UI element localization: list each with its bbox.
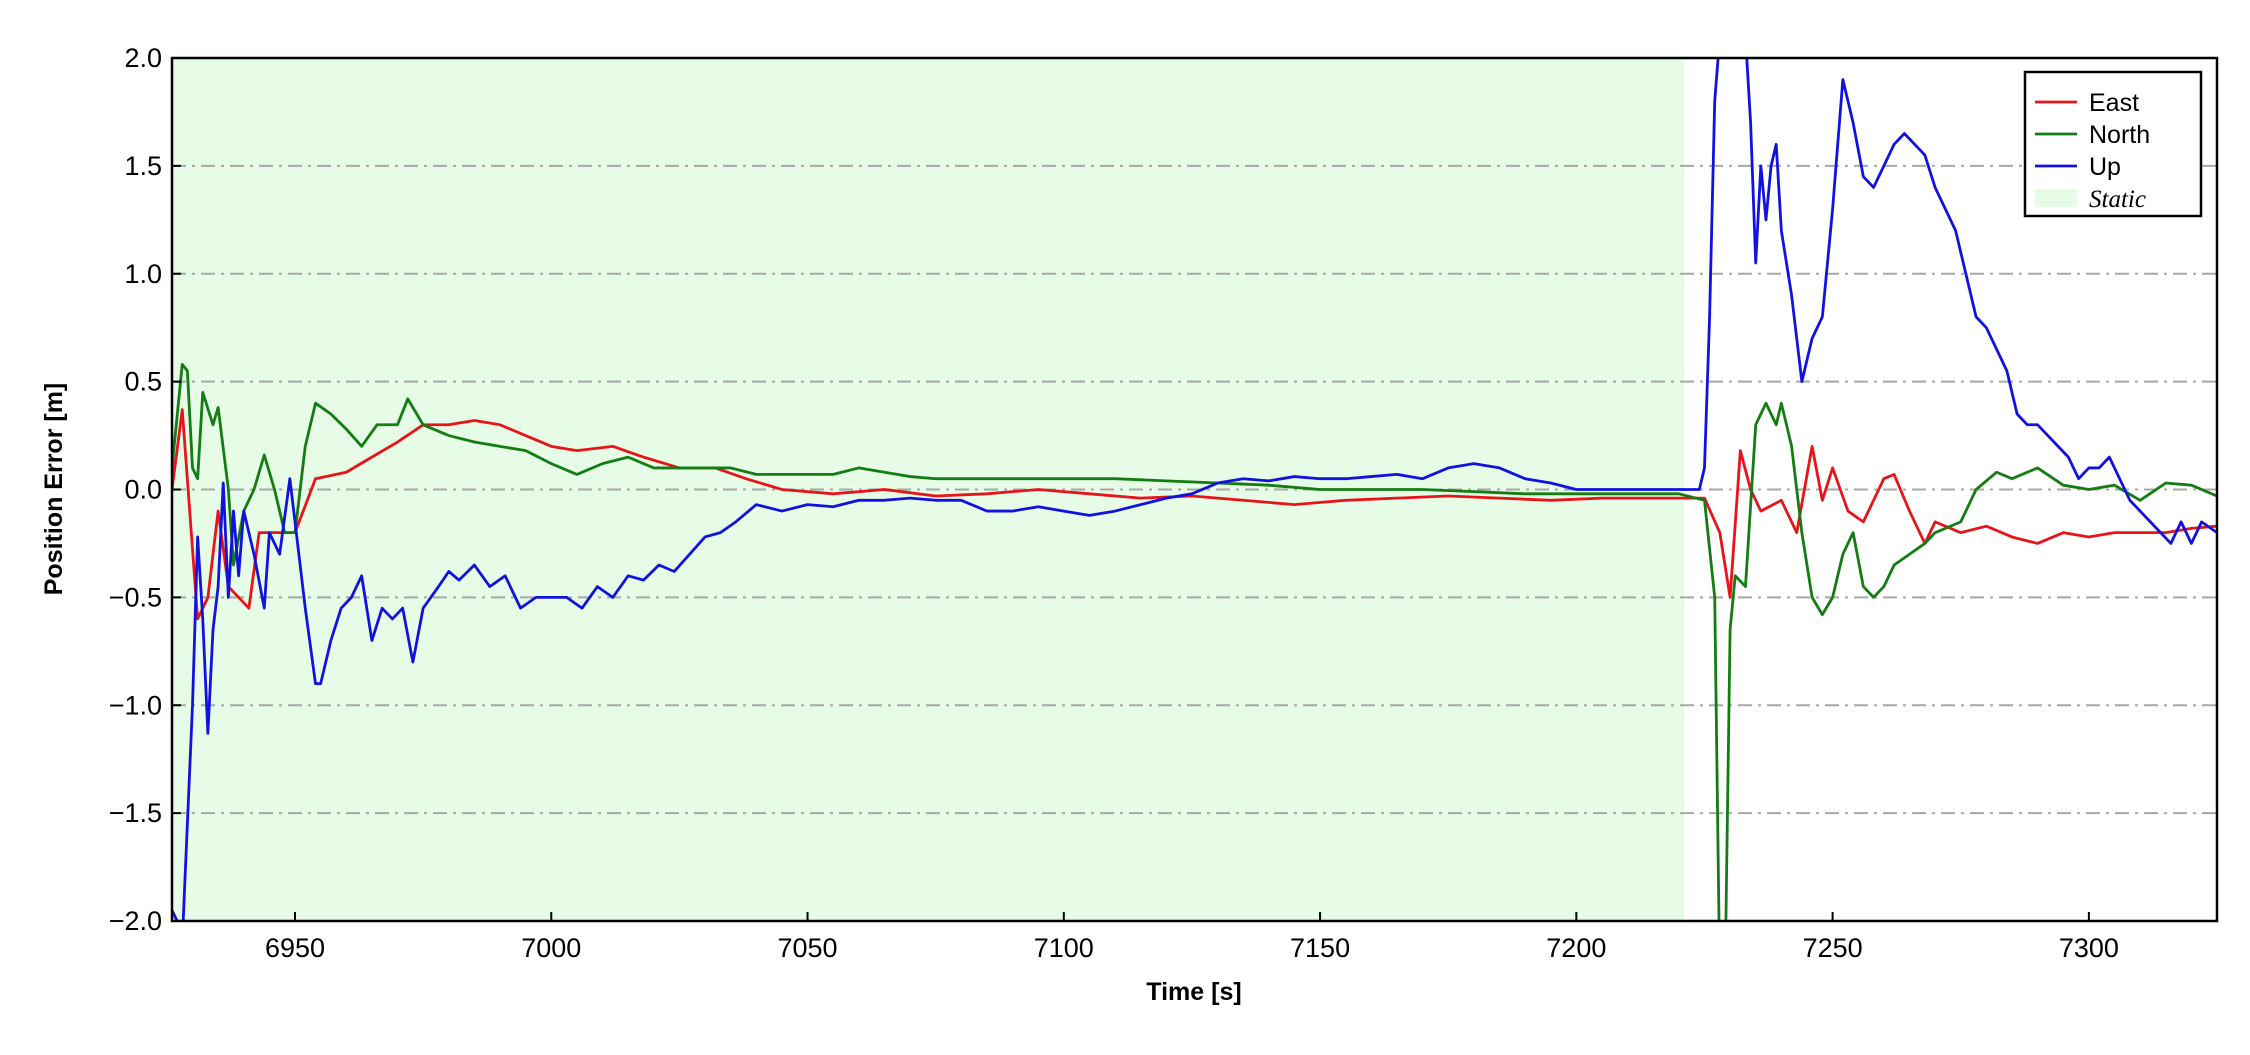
y-tick-label: 0.0 bbox=[124, 475, 162, 505]
y-tick-label: 1.5 bbox=[124, 151, 162, 181]
x-axis-title: Time [s] bbox=[1146, 978, 1241, 1006]
x-tick-label: 7050 bbox=[777, 933, 837, 963]
x-tick-label: 7300 bbox=[2059, 933, 2119, 963]
series-line bbox=[172, 362, 2217, 921]
y-tick-label: −1.5 bbox=[109, 798, 162, 828]
y-tick-label: −0.5 bbox=[109, 582, 162, 612]
x-tick-label: 6950 bbox=[265, 933, 325, 963]
x-tick-label: 7100 bbox=[1034, 933, 1094, 963]
x-tick-label: 7150 bbox=[1290, 933, 1350, 963]
legend-label: Static bbox=[2089, 186, 2146, 213]
y-tick-label: 0.5 bbox=[124, 367, 162, 397]
y-tick-label: 1.0 bbox=[124, 259, 162, 289]
x-tick-label: 7250 bbox=[1803, 933, 1863, 963]
y-tick-label: −2.0 bbox=[109, 906, 162, 936]
legend-swatch bbox=[2035, 189, 2077, 207]
grid bbox=[172, 164, 2217, 815]
y-tick-label: 2.0 bbox=[124, 43, 162, 73]
x-tick-label: 7000 bbox=[521, 933, 581, 963]
y-axis-title: Position Error [m] bbox=[40, 383, 68, 596]
legend: East North Up Static bbox=[2023, 70, 2203, 218]
x-tick-label: 7200 bbox=[1546, 933, 1606, 963]
y-tick-label: −1.0 bbox=[109, 690, 162, 720]
legend-label: East bbox=[2089, 89, 2139, 117]
series-line bbox=[172, 58, 2217, 921]
lines bbox=[172, 58, 2217, 921]
legend-label: Up bbox=[2089, 153, 2121, 181]
axes: −2.0 −1.5 −1.0 −0.5 0.0 0.5 1.0 1.5 2.0 6950 7000 7… bbox=[109, 43, 2119, 963]
legend-label: North bbox=[2089, 121, 2150, 149]
